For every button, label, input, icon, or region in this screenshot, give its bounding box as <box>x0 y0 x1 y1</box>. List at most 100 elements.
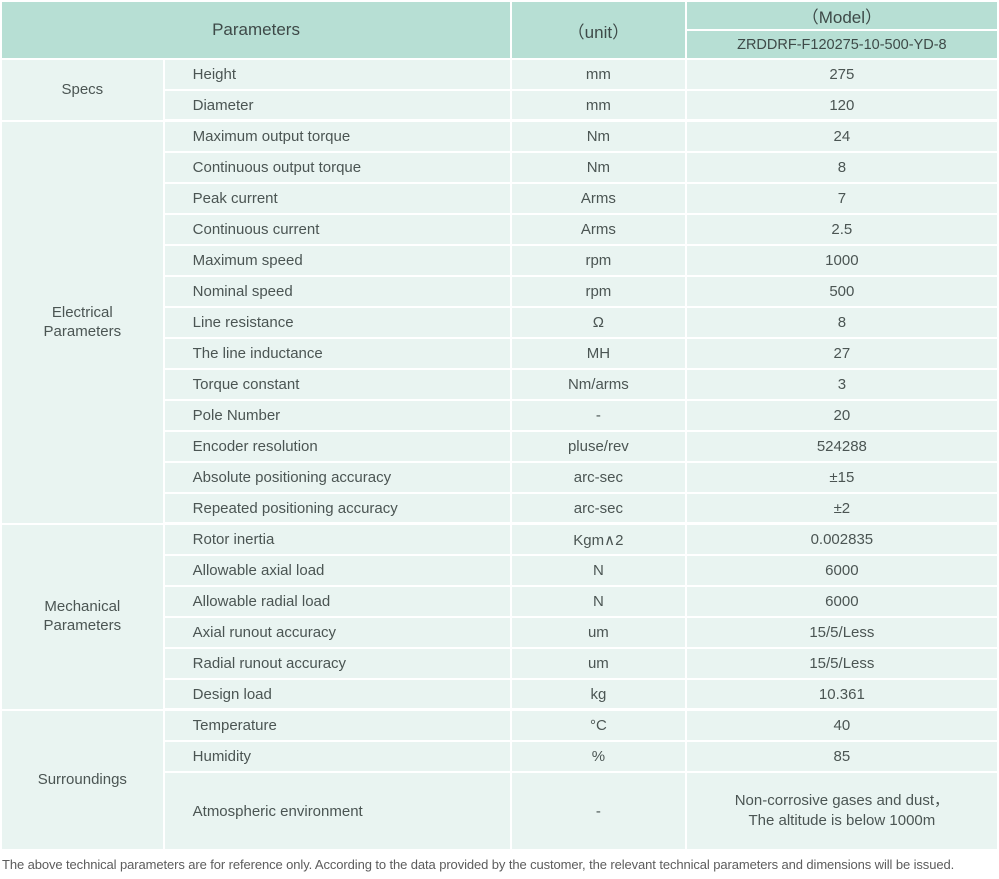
value-cell: 6000 <box>686 556 997 585</box>
header-model-number: ZRDDRF-F120275-10-500-YD-8 <box>686 31 997 58</box>
value-cell: 275 <box>686 60 997 89</box>
table-row: Radial runout accuracy um 15/5/Less <box>2 649 997 678</box>
param-cell: Atmospheric environment <box>164 773 511 849</box>
unit-cell: um <box>512 649 685 678</box>
param-cell: The line inductance <box>164 339 511 368</box>
value-cell: 3 <box>686 370 997 399</box>
value-cell: 85 <box>686 742 997 771</box>
table-row: Continuous output torque Nm 8 <box>2 153 997 182</box>
value-line-1: Non-corrosive gases and dust， <box>734 791 949 809</box>
value-line-2: The altitude is below 1000m <box>748 812 936 829</box>
unit-cell: N <box>512 587 685 616</box>
unit-cell: rpm <box>512 277 685 306</box>
value-cell: 8 <box>686 308 997 337</box>
table-row: Humidity % 85 <box>2 742 997 771</box>
param-cell: Maximum speed <box>164 246 511 275</box>
value-cell: 15/5/Less <box>686 618 997 647</box>
table-row: Design load kg 10.361 <box>2 680 997 709</box>
table-row: Continuous current Arms 2.5 <box>2 215 997 244</box>
table-row: Atmospheric environment - Non-corrosive … <box>2 773 997 849</box>
param-cell: Torque constant <box>164 370 511 399</box>
table-row: Absolute positioning accuracy arc-sec ±1… <box>2 463 997 492</box>
unit-cell: um <box>512 618 685 647</box>
header-unit: （unit） <box>512 2 685 58</box>
unit-cell: Nm <box>512 153 685 182</box>
value-cell: 20 <box>686 401 997 430</box>
param-cell: Maximum output torque <box>164 122 511 151</box>
value-cell: ±2 <box>686 494 997 523</box>
unit-cell: Kgm∧2 <box>512 525 685 554</box>
footer-note: The above technical parameters are for r… <box>2 857 955 872</box>
header-parameters: Parameters <box>2 2 511 58</box>
param-cell: Design load <box>164 680 511 709</box>
unit-cell: Arms <box>512 215 685 244</box>
table-row: Axial runout accuracy um 15/5/Less <box>2 618 997 647</box>
header-model-row: ZRDDRF-F120275-10-500-YD-8 <box>2 31 997 58</box>
unit-cell: MH <box>512 339 685 368</box>
group-cell-surroundings: Surroundings <box>2 711 163 849</box>
value-cell: 1000 <box>686 246 997 275</box>
value-cell: 500 <box>686 277 997 306</box>
param-cell: Line resistance <box>164 308 511 337</box>
param-cell: Axial runout accuracy <box>164 618 511 647</box>
param-cell: Temperature <box>164 711 511 740</box>
param-cell: Allowable axial load <box>164 556 511 585</box>
unit-cell: arc-sec <box>512 463 685 492</box>
unit-cell: mm <box>512 91 685 120</box>
table-row: Electrical Parameters Maximum output tor… <box>2 122 997 523</box>
table-row: Specs Height mm 275 <box>2 60 997 120</box>
param-cell: Radial runout accuracy <box>164 649 511 678</box>
value-cell: 8 <box>686 153 997 182</box>
value-cell: 524288 <box>686 432 997 461</box>
unit-cell: pluse/rev <box>512 432 685 461</box>
table-row: Maximum speed rpm 1000 <box>2 246 997 275</box>
value-cell: 120 <box>686 91 997 120</box>
param-cell: Humidity <box>164 742 511 771</box>
unit-cell: Arms <box>512 184 685 213</box>
group-cell-mechanical: Mechanical Parameters <box>2 525 163 709</box>
param-cell: Repeated positioning accuracy <box>164 494 511 523</box>
value-cell: ±15 <box>686 463 997 492</box>
value-cell: 40 <box>686 711 997 740</box>
value-cell: 27 <box>686 339 997 368</box>
value-cell: 2.5 <box>686 215 997 244</box>
unit-cell: kg <box>512 680 685 709</box>
param-cell: Absolute positioning accuracy <box>164 463 511 492</box>
unit-cell: - <box>512 773 685 849</box>
unit-cell: mm <box>512 60 685 89</box>
value-cell: Non-corrosive gases and dust， The altitu… <box>686 773 997 849</box>
unit-cell: Nm <box>512 122 685 151</box>
value-cell: 0.002835 <box>686 525 997 554</box>
table-row: Mechanical Parameters Rotor inertia Kgm∧… <box>2 525 997 709</box>
param-cell: Continuous output torque <box>164 153 511 182</box>
table-row: Pole Number - 20 <box>2 401 997 430</box>
unit-cell: N <box>512 556 685 585</box>
table-row: Line resistance Ω 8 <box>2 308 997 337</box>
unit-cell: arc-sec <box>512 494 685 523</box>
table-row: Allowable axial load N 6000 <box>2 556 997 585</box>
value-cell: 15/5/Less <box>686 649 997 678</box>
param-cell: Continuous current <box>164 215 511 244</box>
table-row: Allowable radial load N 6000 <box>2 587 997 616</box>
value-cell: 7 <box>686 184 997 213</box>
header-row: Parameters （unit） （Model） <box>2 2 997 58</box>
group-cell-electrical: Electrical Parameters <box>2 122 163 523</box>
table-row: Encoder resolution pluse/rev 524288 <box>2 432 997 461</box>
param-cell: Pole Number <box>164 401 511 430</box>
param-cell: Diameter <box>164 91 511 120</box>
unit-cell: % <box>512 742 685 771</box>
table-row: Repeated positioning accuracy arc-sec ±2 <box>2 494 997 523</box>
unit-cell: - <box>512 401 685 430</box>
param-cell: Height <box>164 60 511 89</box>
param-cell: Encoder resolution <box>164 432 511 461</box>
unit-cell: Ω <box>512 308 685 337</box>
unit-cell: Nm/arms <box>512 370 685 399</box>
header-model: （Model） <box>686 2 997 29</box>
spec-table: Parameters （unit） （Model） ZRDDRF-F120275… <box>2 2 997 849</box>
group-cell-specs: Specs <box>2 60 163 120</box>
table-row: Torque constant Nm/arms 3 <box>2 370 997 399</box>
table-row: Diameter mm 120 <box>2 91 997 120</box>
unit-cell: rpm <box>512 246 685 275</box>
table-row: Surroundings Temperature °C 40 <box>2 711 997 849</box>
